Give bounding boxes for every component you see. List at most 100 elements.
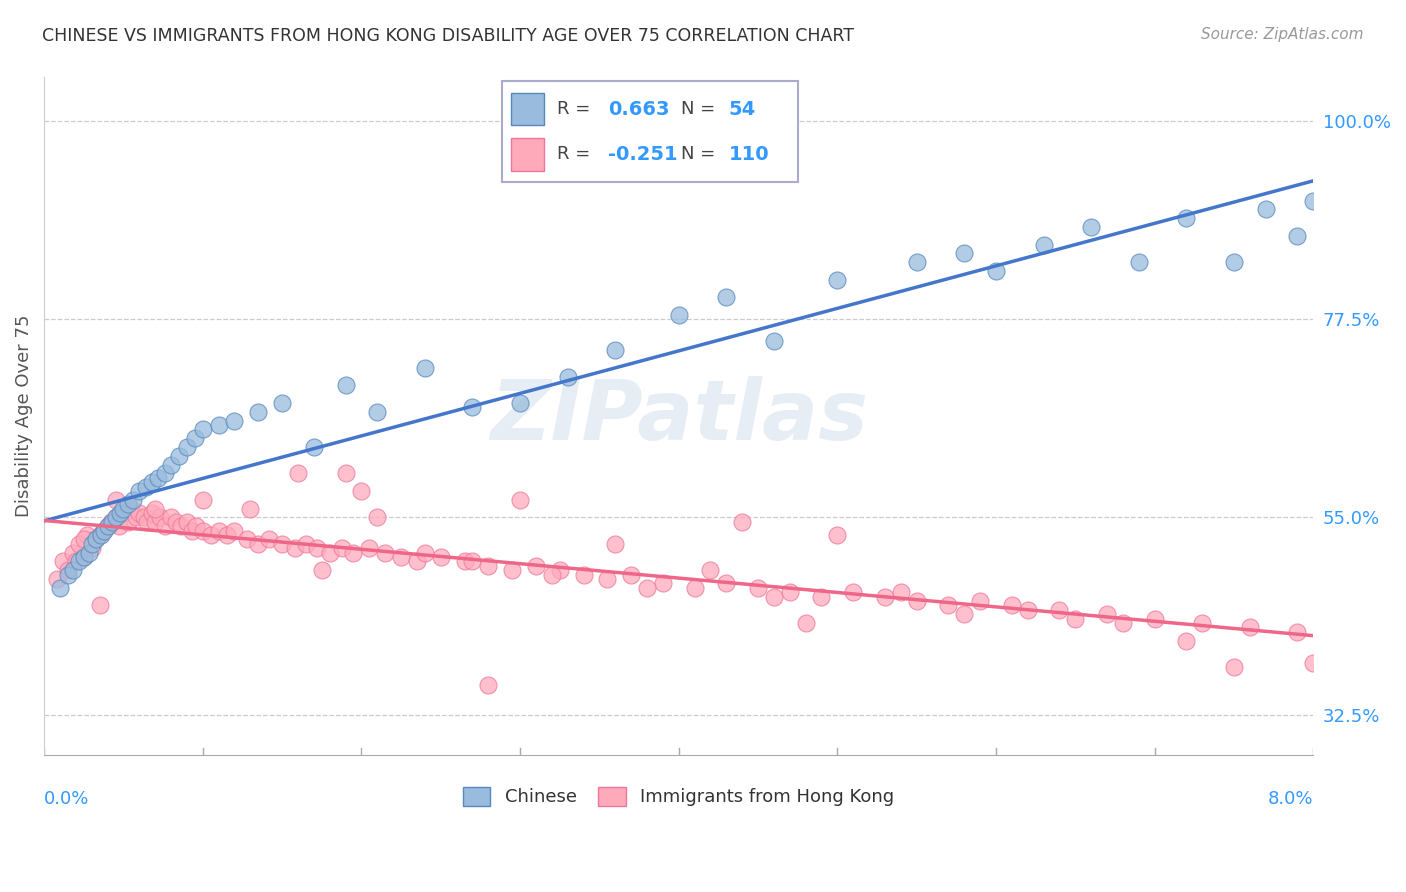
Point (453, 554, 475, 568)
Point (905, 594, 928, 608)
Text: 54: 54 (728, 100, 756, 119)
Point (77, 545, 100, 559)
Point (477, 677, 499, 691)
Point (112, 506, 135, 520)
Point (117, 515, 139, 529)
Point (259, 533, 281, 547)
Point (509, 492, 531, 507)
Point (167, 449, 190, 463)
Point (91, 524, 114, 538)
Point (509, 396, 531, 410)
Point (153, 467, 176, 481)
Point (890, 585, 912, 599)
Point (117, 497, 139, 511)
Point (1017, 603, 1039, 617)
Point (1112, 615, 1135, 630)
Point (1095, 607, 1118, 621)
Point (350, 483, 373, 498)
Point (49, 581, 72, 595)
Point (1001, 599, 1024, 613)
Point (52, 554, 75, 568)
Point (149, 510, 172, 524)
Text: Source: ZipAtlas.com: Source: ZipAtlas.com (1201, 27, 1364, 42)
Point (762, 334, 785, 349)
Point (1302, 656, 1324, 670)
Point (557, 369, 579, 384)
Point (83, 533, 105, 547)
Point (984, 264, 1007, 278)
Point (1128, 255, 1150, 269)
Point (1143, 611, 1166, 625)
Text: R =: R = (557, 100, 596, 118)
Point (1254, 202, 1277, 217)
Point (731, 515, 754, 529)
Point (668, 308, 690, 322)
Text: 0.0%: 0.0% (44, 789, 90, 807)
Point (215, 528, 238, 542)
Point (97, 519, 120, 533)
Point (716, 576, 738, 591)
Point (1286, 624, 1309, 639)
Point (186, 519, 208, 533)
Point (827, 273, 849, 287)
Point (1191, 615, 1213, 630)
Point (80, 537, 103, 551)
Point (128, 506, 150, 520)
Point (461, 401, 484, 415)
Point (132, 510, 155, 524)
Point (271, 537, 294, 551)
Point (239, 501, 262, 516)
Point (224, 524, 246, 538)
Point (136, 515, 159, 529)
Point (191, 492, 214, 507)
Point (120, 501, 142, 516)
Point (366, 405, 388, 419)
Point (953, 607, 976, 621)
Text: 110: 110 (728, 145, 769, 163)
Point (62, 563, 84, 577)
Point (716, 290, 738, 304)
Point (873, 590, 896, 604)
Point (302, 440, 325, 454)
Point (101, 515, 124, 529)
Point (477, 558, 499, 573)
Point (191, 524, 214, 538)
Point (287, 467, 309, 481)
Point (67, 537, 90, 551)
Point (1032, 237, 1054, 252)
Point (200, 528, 222, 542)
Point (97, 519, 120, 533)
Point (605, 343, 627, 358)
Point (1286, 228, 1309, 243)
Point (548, 563, 571, 577)
Point (406, 554, 429, 568)
Point (104, 510, 127, 524)
Point (80, 541, 103, 556)
Point (1175, 633, 1198, 648)
Point (938, 599, 960, 613)
Bar (512, 93, 544, 126)
Point (335, 378, 357, 392)
Point (540, 567, 562, 582)
Point (56, 563, 79, 577)
Point (224, 413, 246, 427)
Point (413, 545, 436, 559)
Point (827, 528, 849, 542)
Point (1223, 255, 1246, 269)
Point (461, 554, 484, 568)
Point (141, 475, 163, 490)
Point (100, 515, 122, 529)
Point (524, 558, 547, 573)
Point (374, 545, 396, 559)
Point (207, 524, 229, 538)
Point (67, 554, 90, 568)
Text: -0.251: -0.251 (607, 145, 678, 163)
Point (1064, 611, 1087, 625)
Point (389, 549, 412, 564)
Y-axis label: Disability Age Over 75: Disability Age Over 75 (15, 315, 32, 517)
Point (651, 576, 673, 591)
Point (90, 528, 112, 542)
Point (953, 246, 976, 260)
Point (73, 549, 96, 564)
Point (842, 585, 865, 599)
